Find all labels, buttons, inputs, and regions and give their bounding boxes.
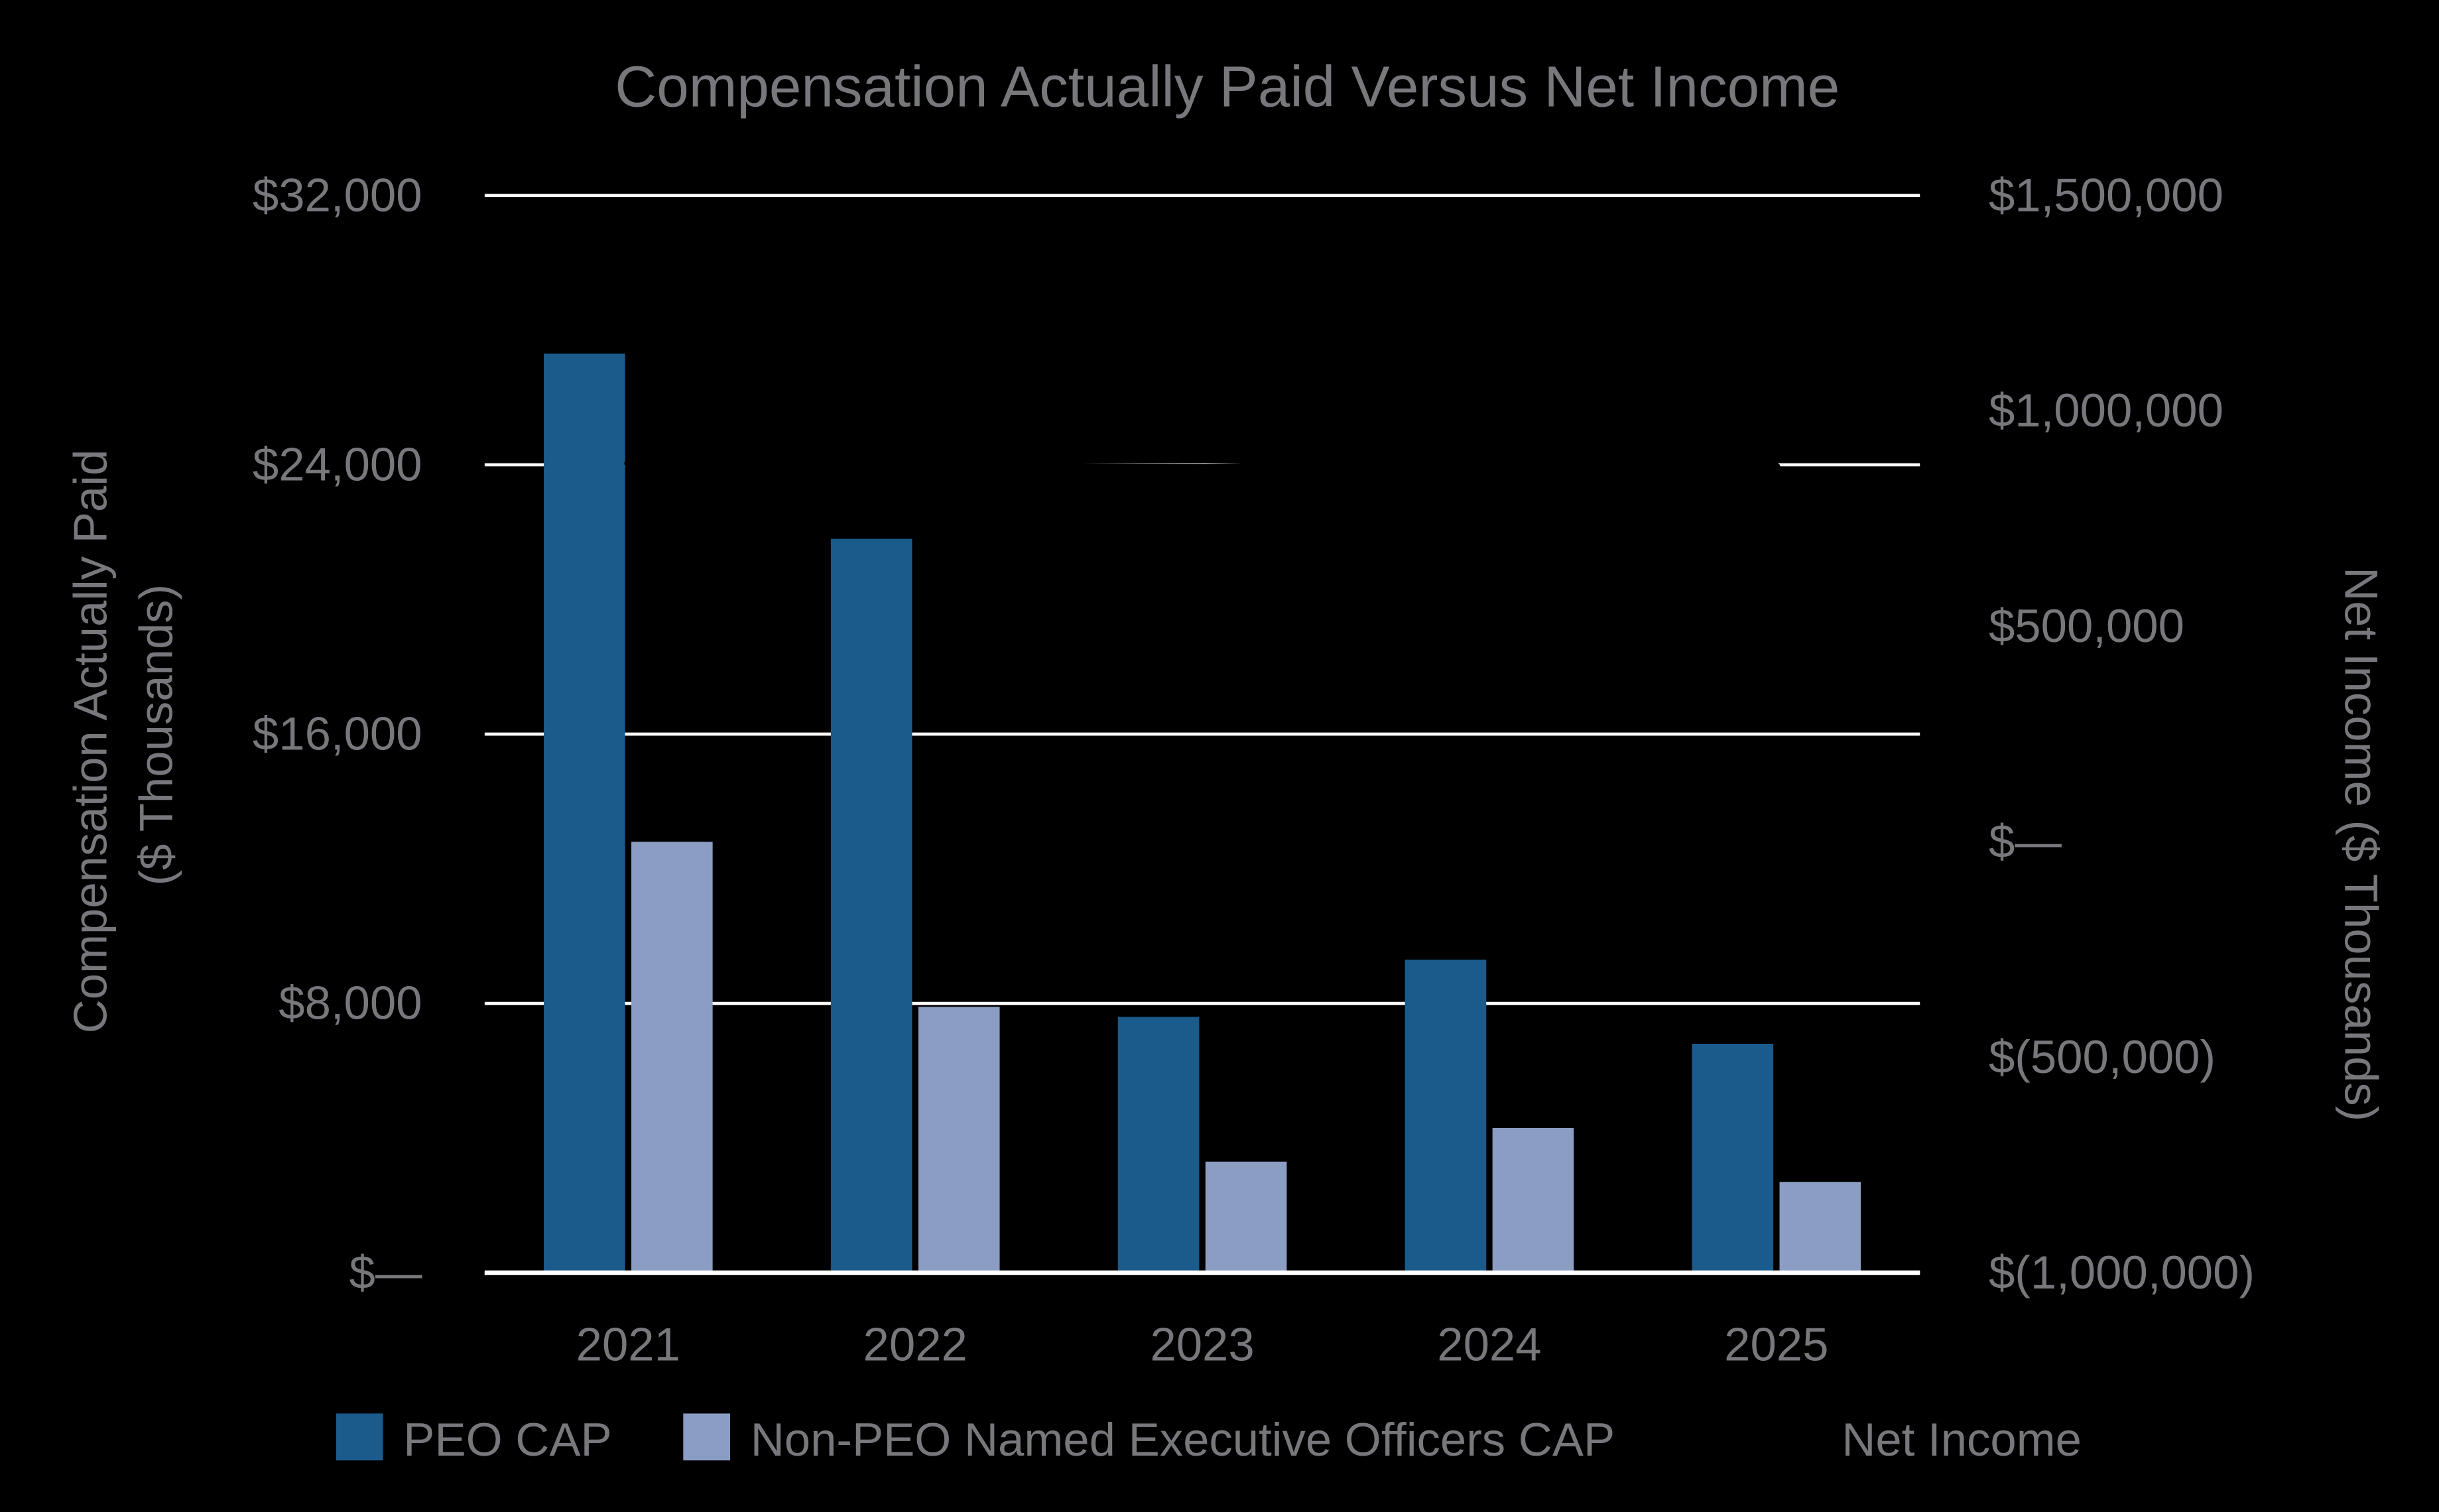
legend-label-non-peo-named-executive-officers-cap: Non-PEO Named Executive Officers CAP <box>751 1413 1615 1466</box>
left-axis-tick-8-000: $8,000 <box>279 977 422 1029</box>
x-axis-label-2023: 2023 <box>1150 1318 1254 1370</box>
right-axis-tick-1-500-000: $1,500,000 <box>1989 168 2223 221</box>
bar-non-peo-named-executive-officers-cap-2021 <box>631 842 713 1273</box>
left-axis-tick-32-000: $32,000 <box>253 168 422 221</box>
bar-peo-cap-2021 <box>544 353 625 1273</box>
legend-label-peo-cap: PEO CAP <box>403 1413 611 1466</box>
bar-peo-cap-2023 <box>1117 1017 1200 1273</box>
right-axis-tick-: $— <box>1989 815 2062 867</box>
legend-label-net-income: Net Income <box>1842 1413 2082 1466</box>
right-axis-ticks-layer: $1,500,000 $1,000,000 $500,000 $— $(500,000)… <box>1989 168 2255 1298</box>
legend-swatch-peo-cap <box>336 1413 383 1461</box>
right-axis-tick-500-000: $(500,000) <box>1989 1031 2216 1083</box>
net-income-line <box>624 458 1781 472</box>
right-axis-tick-500-000: $500,000 <box>1989 599 2184 652</box>
x-axis-label-2025: 2025 <box>1724 1318 1828 1370</box>
legend-item-peo-cap: PEO CAP <box>336 1413 612 1466</box>
left-axis-title-line-1: Compensation Actually Paid <box>64 450 116 1034</box>
x-axis-labels-layer: 2021 2022 2023 2024 2025 <box>576 1318 1829 1370</box>
x-axis-label-2021: 2021 <box>576 1318 680 1370</box>
right-axis-title: Net Income ($ Thousands) <box>2336 567 2388 1121</box>
x-axis-label-2024: 2024 <box>1437 1318 1541 1370</box>
legend-item-net-income: Net Income <box>1760 1413 2082 1466</box>
right-axis-tick-1-000-000: $1,000,000 <box>1989 384 2223 436</box>
x-axis-label-2022: 2022 <box>863 1318 968 1370</box>
bar-non-peo-named-executive-officers-cap-2022 <box>918 1007 1000 1273</box>
bar-peo-cap-2024 <box>1405 960 1487 1273</box>
bar-non-peo-named-executive-officers-cap-2023 <box>1205 1161 1287 1273</box>
legend: PEO CAP Non-PEO Named Executive Officers … <box>336 1413 2082 1466</box>
bar-peo-cap-2025 <box>1692 1044 1774 1273</box>
left-axis-title: Compensation Actually Paid ($ Thousands) <box>64 436 182 1033</box>
left-axis-ticks-layer: $32,000 $24,000 $16,000 $8,000 $— <box>253 168 422 1298</box>
bars-layer <box>544 353 1861 1273</box>
legend-swatch-non-peo-named-executive-officers-cap <box>683 1413 731 1461</box>
left-axis-tick-: $— <box>349 1246 422 1298</box>
net-income-line-layer <box>624 458 1781 472</box>
left-axis-title-line-2: ($ Thousands) <box>129 584 182 886</box>
left-axis-tick-16-000: $16,000 <box>253 708 422 760</box>
left-axis-tick-24-000: $24,000 <box>253 438 422 490</box>
chart-title: Compensation Actually Paid Versus Net In… <box>615 54 1840 119</box>
bar-non-peo-named-executive-officers-cap-2024 <box>1492 1127 1574 1273</box>
bar-non-peo-named-executive-officers-cap-2025 <box>1779 1182 1861 1273</box>
legend-item-non-peo-named-executive-officers-cap: Non-PEO Named Executive Officers CAP <box>683 1413 1615 1466</box>
bar-peo-cap-2022 <box>830 538 912 1273</box>
right-axis-tick-1-000-000: $(1,000,000) <box>1989 1246 2255 1298</box>
